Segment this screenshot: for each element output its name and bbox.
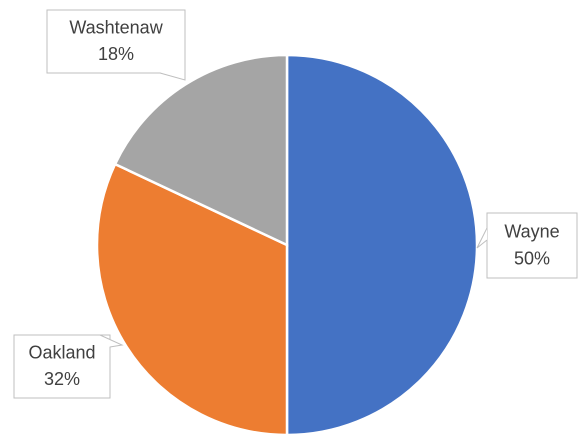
data-label-value: 50% xyxy=(514,249,550,269)
callout-box xyxy=(13,334,111,399)
callout-box xyxy=(486,212,578,279)
pie-slice xyxy=(113,53,289,247)
callout-pointer xyxy=(159,65,186,81)
data-label-value: 32% xyxy=(44,369,80,389)
pie-slice xyxy=(285,53,479,435)
data-label-name: Oakland xyxy=(28,343,95,363)
callout-pointer xyxy=(476,227,488,249)
data-label-value: 18% xyxy=(98,44,134,64)
pie-slice xyxy=(95,162,289,435)
callout-box xyxy=(46,9,186,74)
data-label-name: Washtenaw xyxy=(69,18,163,38)
callout-pointer xyxy=(99,334,124,348)
data-label-name: Wayne xyxy=(504,221,559,241)
